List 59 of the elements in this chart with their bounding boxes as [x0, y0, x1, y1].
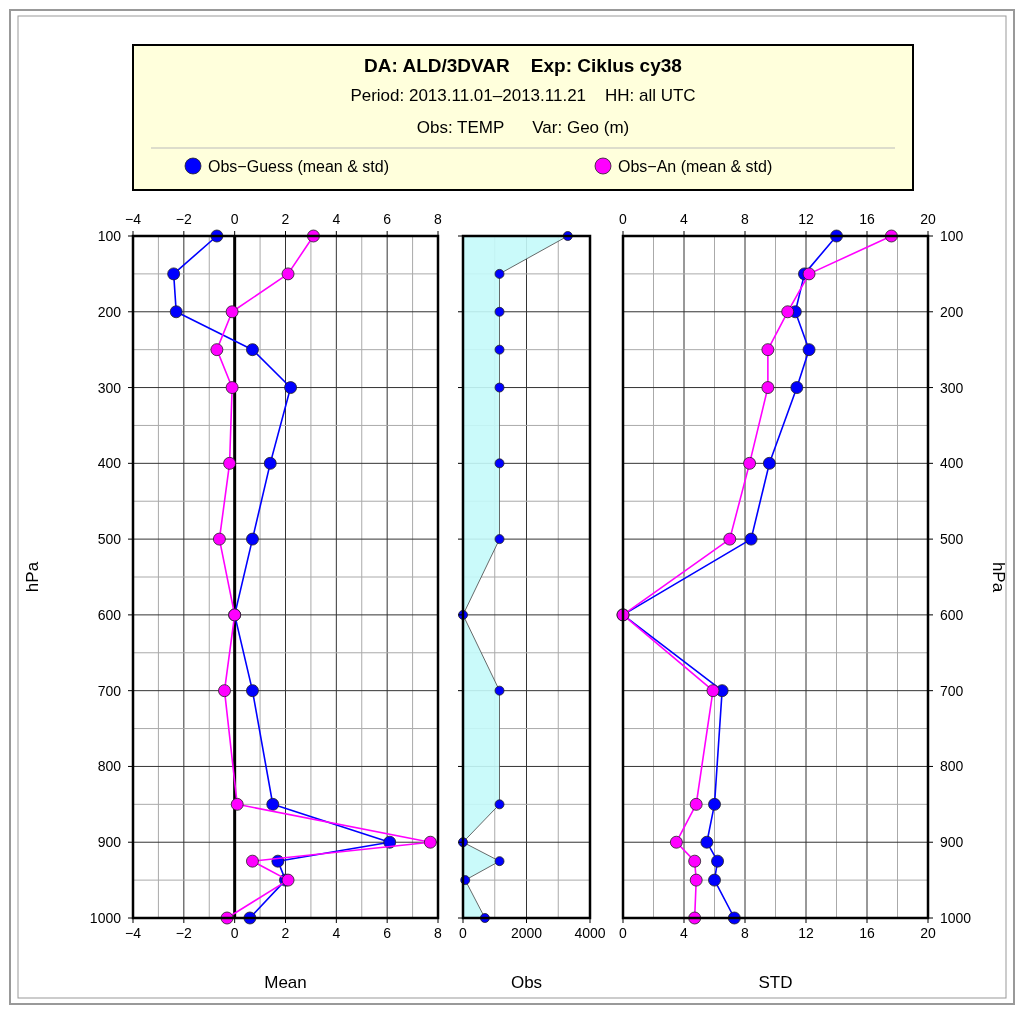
x-tick-label: 12 [798, 925, 814, 941]
x-tick-label: 4 [332, 925, 341, 941]
x-tick-label: 2000 [510, 925, 543, 941]
y-tick-label: 500 [940, 531, 964, 548]
x2-tick-label: 2 [281, 211, 290, 227]
y-tick-label: 800 [940, 758, 964, 775]
x-tick-label: 0 [619, 925, 628, 941]
x-axis-title: Mean [264, 973, 307, 992]
y-tick-label: 600 [940, 606, 964, 623]
x-axis-title: STD [758, 973, 793, 992]
text: DA: ALD/3DVAR Exp: Ciklus cy38 [364, 55, 682, 76]
x2-tick-label: 20 [920, 211, 936, 227]
x-tick-label: 0 [230, 925, 239, 941]
text: Period: 2013.11.01–2013.11.21 HH: all UTC [350, 86, 696, 105]
y-tick-label: 200 [940, 303, 964, 320]
legend-label: Obs−Guess (mean & std) [208, 158, 389, 175]
x-tick-label: 16 [859, 925, 875, 941]
y-tick-label: 100 [940, 228, 964, 244]
x-tick-label: 8 [434, 925, 443, 941]
x-tick-label: −2 [175, 925, 193, 941]
x-tick-label: 8 [741, 925, 750, 941]
y-tick-label: 700 [940, 682, 964, 699]
x2-tick-label: −4 [125, 211, 142, 227]
x2-tick-label: 4 [680, 211, 689, 227]
x2-tick-label: 8 [434, 211, 443, 227]
x2-tick-label: 12 [798, 211, 814, 227]
x-tick-label: 2 [281, 925, 290, 941]
y-tick-label: 1000 [940, 910, 972, 926]
y-tick-label: 300 [940, 379, 964, 396]
y-tick-label: 600 [97, 606, 122, 623]
text: Obs: TEMP Var: Geo (m) [416, 118, 630, 137]
x2-tick-label: 0 [619, 211, 628, 227]
y-tick-label: 1000 [89, 910, 122, 926]
x2-tick-label: −2 [175, 211, 193, 227]
y-tick-label: 400 [940, 455, 964, 472]
y-tick-label: 500 [97, 531, 122, 548]
x2-tick-label: 0 [230, 211, 239, 227]
x-tick-label: 20 [920, 925, 936, 941]
y-tick-label: 800 [97, 758, 122, 775]
x2-tick-label: 16 [859, 211, 875, 227]
x-tick-label: 4000 [574, 925, 606, 941]
x2-tick-label: 4 [332, 211, 341, 227]
x-tick-label: 0 [459, 925, 468, 941]
y-axis-title: hPa [989, 561, 1008, 593]
y-tick-label: 200 [97, 303, 122, 320]
x2-tick-label: 8 [741, 211, 750, 227]
y-tick-label: 700 [97, 682, 122, 699]
x-tick-label: −4 [125, 925, 142, 941]
x-tick-label: 4 [680, 925, 689, 941]
x2-tick-label: 6 [383, 211, 392, 227]
x-tick-label: 6 [383, 925, 392, 941]
legend-label: Obs−An (mean & std) [618, 158, 773, 175]
y-tick-label: 100 [97, 228, 122, 244]
x-axis-title: Obs [510, 973, 543, 992]
y-tick-label: 900 [940, 834, 964, 851]
y-tick-label: 300 [97, 379, 122, 396]
y-tick-label: 400 [97, 455, 122, 472]
y-tick-label: 900 [97, 834, 122, 851]
y-axis-title: hPa [23, 561, 42, 593]
